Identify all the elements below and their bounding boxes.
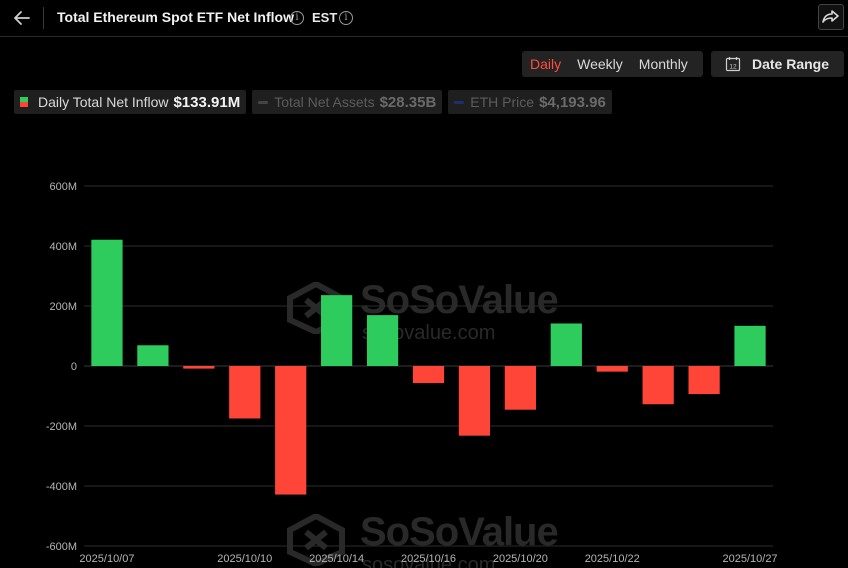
divider: [43, 7, 44, 29]
legend-total-net-assets[interactable]: Total Net Assets $28.35B: [252, 90, 443, 114]
x-tick-label: 2025/10/20: [493, 553, 548, 565]
back-arrow-icon[interactable]: [10, 6, 34, 30]
legend-inflow-label: Daily Total Net Inflow: [38, 94, 169, 110]
x-tick-label: 2025/10/27: [723, 553, 778, 565]
y-tick-label: 400M: [49, 241, 77, 253]
bar-2025/10/10[interactable]: [229, 366, 261, 419]
legend-inflow-value: $133.91M: [173, 93, 241, 111]
period-selector: Daily Weekly Monthly: [522, 51, 703, 77]
bar-2025/10/23[interactable]: [642, 366, 674, 405]
inflow-swatch-icon: [20, 97, 28, 107]
bar-2025/10/21[interactable]: [550, 323, 582, 366]
tab-monthly[interactable]: Monthly: [638, 56, 688, 72]
date-range-label: Date Range: [752, 56, 830, 72]
bar-2025/10/17[interactable]: [458, 366, 491, 436]
calendar-icon: 12: [725, 56, 741, 77]
bar-2025/10/09[interactable]: [183, 366, 215, 369]
bar-2025/10/16[interactable]: [412, 366, 445, 384]
x-tick-label: 2025/10/22: [585, 553, 640, 565]
bar-2025/10/15[interactable]: [366, 315, 399, 366]
legend-assets-value: $28.35B: [379, 93, 437, 111]
x-tick-label: 2025/10/14: [309, 553, 364, 565]
y-tick-label: 200M: [49, 301, 77, 313]
x-tick-label: 2025/10/07: [79, 553, 134, 565]
svg-text:12: 12: [729, 64, 737, 71]
y-tick-label: 0: [71, 361, 77, 373]
bar-2025/10/24[interactable]: [688, 366, 720, 395]
assets-swatch-icon: [258, 100, 269, 104]
y-axis: 600M 400M 200M 0 -200M -400M -600M: [46, 181, 77, 553]
bar-2025/10/07[interactable]: [91, 239, 123, 366]
tab-weekly[interactable]: Weekly: [577, 56, 623, 72]
chart-bars: [91, 239, 766, 495]
bar-2025/10/14[interactable]: [321, 295, 353, 366]
price-swatch-icon: [454, 100, 465, 104]
legend-daily-net-inflow[interactable]: Daily Total Net Inflow $133.91M: [14, 90, 247, 114]
y-tick-label: -600M: [46, 541, 77, 553]
timezone-info-icon[interactable]: i: [339, 11, 353, 25]
page-title: Total Ethereum Spot ETF Net Inflow: [57, 9, 294, 25]
x-tick-label: 2025/10/10: [217, 553, 272, 565]
bar-2025/10/22[interactable]: [596, 366, 628, 372]
share-icon[interactable]: [818, 4, 844, 30]
bar-2025/10/27[interactable]: [734, 325, 766, 366]
x-axis: 2025/10/07 2025/10/10 2025/10/14 2025/10/16…: [79, 553, 777, 565]
bar-2025/10/13[interactable]: [275, 366, 307, 495]
y-tick-label: -400M: [46, 481, 77, 493]
bar-2025/10/08[interactable]: [137, 345, 169, 366]
x-tick-label: 2025/10/16: [401, 553, 456, 565]
y-tick-label: -200M: [46, 421, 77, 433]
top-bar: Total Ethereum Spot ETF Net Inflow i EST…: [0, 0, 848, 37]
legend-eth-price[interactable]: ETH Price $4,193.96: [448, 90, 612, 114]
y-tick-label: 600M: [49, 181, 77, 193]
legend-price-label: ETH Price: [470, 94, 535, 110]
info-icon[interactable]: i: [290, 11, 304, 25]
tab-daily[interactable]: Daily: [530, 56, 562, 72]
timezone-label: EST: [312, 10, 338, 25]
legend-price-value: $4,193.96: [539, 93, 606, 111]
date-range-button[interactable]: 12 Date Range: [711, 51, 844, 77]
legend-assets-label: Total Net Assets: [274, 94, 375, 110]
bar-2025/10/20[interactable]: [504, 366, 536, 410]
chart-legend: Daily Total Net Inflow $133.91M Total Ne…: [14, 90, 618, 114]
